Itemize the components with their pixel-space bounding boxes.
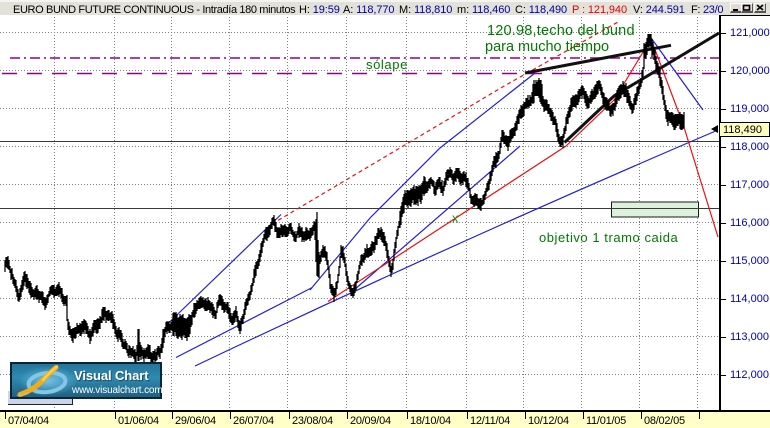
svg-text:x: x xyxy=(452,211,459,226)
